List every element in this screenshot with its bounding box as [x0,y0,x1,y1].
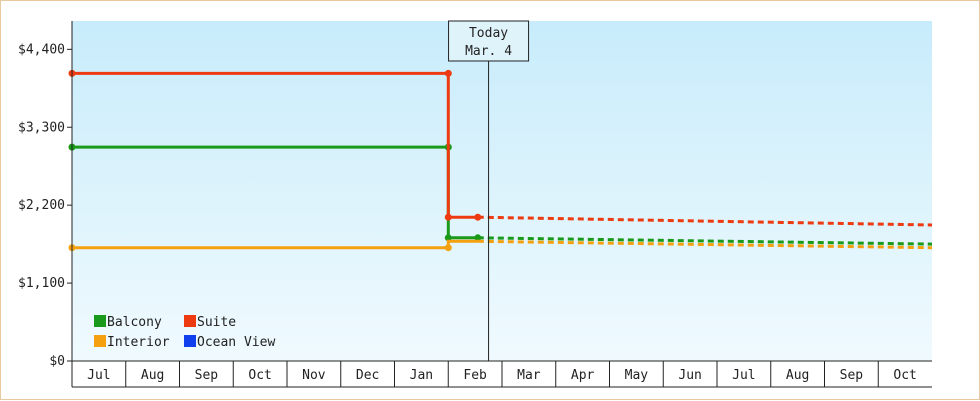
data-point-interior[interactable] [444,244,452,252]
y-tick-label: $2,200 [18,198,65,213]
legend-label-interior[interactable]: Interior [107,335,170,350]
data-point-suite[interactable] [444,69,452,77]
today-label-box [448,20,530,62]
y-tick-label: $1,100 [18,276,65,291]
x-tick-label: Jan [410,368,433,383]
series-line-suite [72,71,478,219]
x-tick-label: Mar [517,368,541,383]
y-tick-label: $0 [49,354,65,369]
x-tick-label: Aug [786,368,809,383]
today-marker: Today Mar. 4 [448,20,530,361]
x-tick-label: Jul [87,368,110,383]
x-tick-label: Feb [463,368,487,383]
legend-label-balcony[interactable]: Balcony [107,315,162,330]
y-tick-label: $3,300 [18,120,65,135]
x-tick-label: Sep [195,368,219,383]
legend-swatch-suite[interactable] [184,315,196,327]
legend-swatch-interior[interactable] [94,335,106,347]
x-tick-label: Dec [356,368,379,383]
x-tick-label: Nov [302,368,326,383]
legend: Balcony Suite Interior Ocean View [94,315,275,350]
x-tick-label: Oct [893,368,916,383]
data-point-balcony[interactable] [444,234,452,242]
series-forecast-suite [477,215,933,227]
x-tick-label: Jun [678,368,701,383]
x-tick-label: Sep [840,368,864,383]
today-label: Today [469,26,508,41]
axes: $0 $1,100 $2,200 $3,300 $4,400 Jul Aug Sep Oct No… [18,21,932,388]
legend-label-ocean-view[interactable]: Ocean View [197,335,275,350]
y-tick-label: $4,400 [18,42,65,57]
legend-label-suite[interactable]: Suite [197,315,236,330]
data-point-suite[interactable] [444,213,452,221]
series-forecast-balcony [477,236,933,246]
series-forecast-interior [477,239,933,250]
x-tick-label: Apr [571,368,595,383]
legend-swatch-balcony[interactable] [94,315,106,327]
x-tick-label: May [625,368,649,383]
plot-area [72,21,932,361]
data-point-suite[interactable] [474,213,482,221]
x-tick-label: Oct [248,368,271,383]
x-tick-label: Jul [732,368,755,383]
today-date: Mar. 4 [465,44,512,59]
legend-swatch-ocean-view[interactable] [184,335,196,347]
x-tick-label: Aug [141,368,164,383]
data-point-balcony[interactable] [474,234,482,242]
